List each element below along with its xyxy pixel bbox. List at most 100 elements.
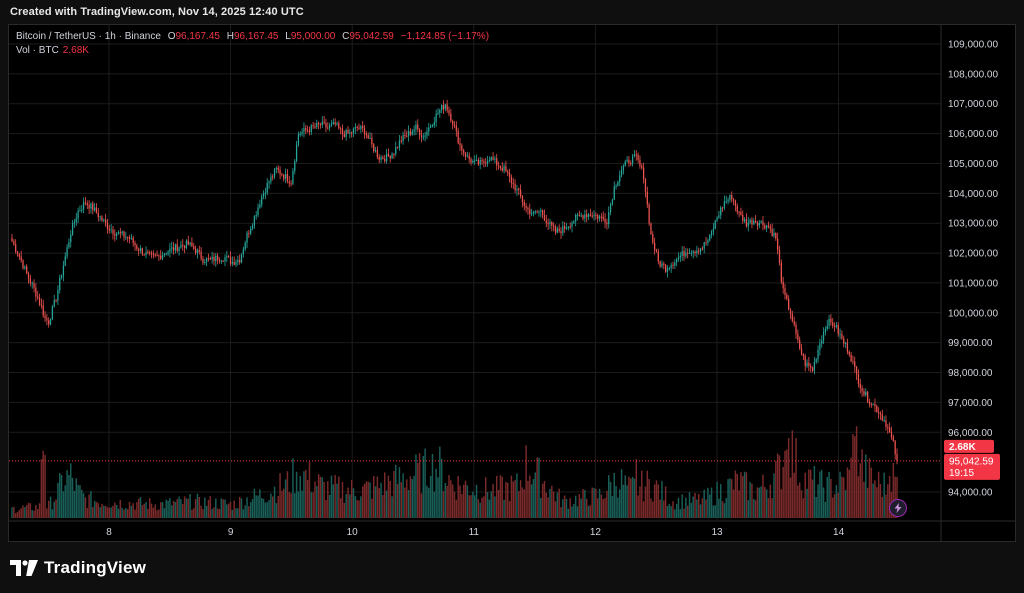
candle[interactable] xyxy=(518,187,520,196)
candle[interactable] xyxy=(143,253,145,256)
candle[interactable] xyxy=(736,203,738,215)
candle[interactable] xyxy=(593,210,595,221)
candle[interactable] xyxy=(29,274,32,287)
candle[interactable] xyxy=(200,246,202,261)
chart-panel[interactable]: 109,000.00 108,000.00 107,000.00 106,000.00… xyxy=(8,24,1016,542)
candle[interactable] xyxy=(710,229,713,239)
candle[interactable] xyxy=(637,152,639,164)
candle[interactable] xyxy=(543,209,546,222)
candle[interactable] xyxy=(136,243,138,252)
candle[interactable] xyxy=(734,199,737,212)
legend-symbol[interactable]: Bitcoin / TetherUS xyxy=(16,31,96,42)
candle[interactable] xyxy=(854,356,856,373)
candle[interactable] xyxy=(631,154,634,167)
candle[interactable] xyxy=(207,253,210,262)
candle[interactable] xyxy=(220,259,222,265)
candle[interactable] xyxy=(406,130,408,138)
candle[interactable] xyxy=(832,318,834,329)
candle[interactable] xyxy=(754,215,757,224)
candle[interactable] xyxy=(650,222,652,236)
candle[interactable] xyxy=(865,388,867,397)
candle[interactable] xyxy=(242,246,244,258)
candle[interactable] xyxy=(187,235,189,246)
candle[interactable] xyxy=(881,409,883,422)
candle[interactable] xyxy=(141,247,144,257)
candle[interactable] xyxy=(534,210,536,215)
candle[interactable] xyxy=(846,338,849,355)
candle[interactable] xyxy=(573,219,575,224)
candle[interactable] xyxy=(317,121,320,130)
candle[interactable] xyxy=(138,247,140,256)
candle[interactable] xyxy=(488,156,491,163)
candle[interactable] xyxy=(84,197,87,206)
candle[interactable] xyxy=(385,149,388,164)
candle[interactable] xyxy=(877,407,880,419)
candle[interactable] xyxy=(222,260,224,263)
candle[interactable] xyxy=(699,247,702,255)
candle[interactable] xyxy=(362,121,364,132)
candle[interactable] xyxy=(470,157,472,166)
candle[interactable] xyxy=(694,250,696,257)
candle[interactable] xyxy=(843,335,845,348)
candle[interactable] xyxy=(844,341,847,349)
candlestick-chart[interactable]: 109,000.00 108,000.00 107,000.00 106,000.00… xyxy=(9,25,1016,542)
candle[interactable] xyxy=(215,253,217,267)
candle[interactable] xyxy=(327,122,329,130)
candle[interactable] xyxy=(351,131,353,138)
candle[interactable] xyxy=(211,251,213,264)
candle[interactable] xyxy=(262,190,265,200)
candle[interactable] xyxy=(685,247,687,259)
candle[interactable] xyxy=(185,239,188,250)
candle[interactable] xyxy=(483,158,485,168)
candle[interactable] xyxy=(800,343,803,356)
candle[interactable] xyxy=(659,260,661,268)
candle[interactable] xyxy=(466,151,468,158)
candle[interactable] xyxy=(892,434,894,442)
candle[interactable] xyxy=(490,156,492,162)
candle[interactable] xyxy=(564,222,566,233)
candle[interactable] xyxy=(510,174,513,188)
candle[interactable] xyxy=(37,290,39,300)
candle[interactable] xyxy=(11,233,13,243)
candle[interactable] xyxy=(213,252,215,266)
candle[interactable] xyxy=(128,235,131,244)
candle[interactable] xyxy=(71,219,74,236)
candle[interactable] xyxy=(180,240,182,249)
candle[interactable] xyxy=(334,118,336,127)
candle[interactable] xyxy=(239,254,241,265)
candle[interactable] xyxy=(429,123,432,129)
candle[interactable] xyxy=(742,210,744,224)
candle[interactable] xyxy=(139,245,142,254)
candle[interactable] xyxy=(795,321,797,339)
candle[interactable] xyxy=(51,304,54,321)
candle[interactable] xyxy=(402,131,404,145)
candle[interactable] xyxy=(150,250,153,259)
candle[interactable] xyxy=(431,123,434,128)
candle[interactable] xyxy=(275,166,278,174)
candle[interactable] xyxy=(226,250,228,263)
candle[interactable] xyxy=(630,160,632,167)
candle[interactable] xyxy=(810,363,812,373)
candle[interactable] xyxy=(283,173,285,182)
candle[interactable] xyxy=(441,104,443,114)
candle[interactable] xyxy=(633,150,636,158)
candle[interactable] xyxy=(53,294,55,308)
candle[interactable] xyxy=(707,238,709,246)
candle[interactable] xyxy=(508,168,511,183)
candle[interactable] xyxy=(617,180,619,187)
candle[interactable] xyxy=(461,143,463,156)
candle[interactable] xyxy=(703,241,705,254)
candle[interactable] xyxy=(698,247,700,255)
candle[interactable] xyxy=(240,253,243,264)
candle[interactable] xyxy=(815,357,817,364)
candle[interactable] xyxy=(156,250,158,257)
candle[interactable] xyxy=(237,255,239,266)
candle[interactable] xyxy=(613,181,615,201)
candle[interactable] xyxy=(246,230,248,249)
candle[interactable] xyxy=(457,127,459,145)
candle[interactable] xyxy=(209,256,211,260)
candle[interactable] xyxy=(340,126,342,135)
candle[interactable] xyxy=(88,200,90,215)
candle[interactable] xyxy=(732,197,735,206)
candle[interactable] xyxy=(811,366,814,373)
